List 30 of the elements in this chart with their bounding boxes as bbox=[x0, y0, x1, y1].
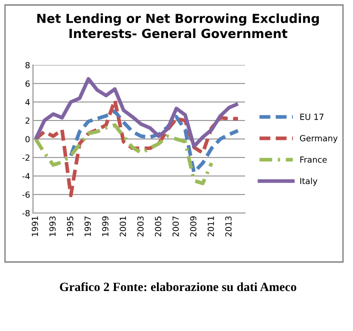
y-tick-label: -4 bbox=[22, 173, 30, 180]
x-tick-label: 2007 bbox=[172, 216, 179, 236]
y-tick-label: 6 bbox=[26, 80, 30, 87]
y-tick-label: -6 bbox=[22, 191, 30, 198]
x-tick-label: 2013 bbox=[225, 216, 232, 236]
y-tick-label: 2 bbox=[26, 117, 30, 124]
x-tick-label: 2011 bbox=[208, 216, 214, 236]
y-tick-label: -2 bbox=[22, 154, 30, 161]
x-tick-label: 2005 bbox=[154, 216, 162, 236]
line-series bbox=[34, 123, 214, 186]
x-tick-label: 1999 bbox=[102, 216, 108, 236]
y-tick-label: 8 bbox=[25, 62, 30, 68]
x-tick-label: 1997 bbox=[84, 216, 91, 236]
x-tick-label: 1995 bbox=[66, 216, 74, 236]
x-tick-label: 2009 bbox=[190, 216, 196, 236]
y-tick-label: -8 bbox=[22, 210, 30, 216]
y-tick-label: 0 bbox=[25, 136, 30, 142]
legend-label: France bbox=[300, 156, 327, 163]
legend-label: Italy bbox=[300, 178, 318, 186]
y-tick-label: 4 bbox=[25, 99, 30, 106]
line-series bbox=[34, 77, 240, 148]
x-tick-label: 2003 bbox=[137, 216, 144, 236]
x-tick-label: 1991 bbox=[32, 216, 38, 236]
text: Grafico 2 Fonte: elaborazione su dati Ameco bbox=[60, 282, 296, 292]
x-tick-label: 2001 bbox=[120, 216, 126, 236]
legend-label: Germany bbox=[300, 135, 338, 143]
chart-title: Net Lending or Net Borrowing Excluding Interests- General Government bbox=[37, 13, 319, 38]
legend-label: EU 17 bbox=[300, 114, 324, 120]
x-tick-label: 1993 bbox=[49, 216, 56, 236]
line-series bbox=[69, 109, 240, 174]
